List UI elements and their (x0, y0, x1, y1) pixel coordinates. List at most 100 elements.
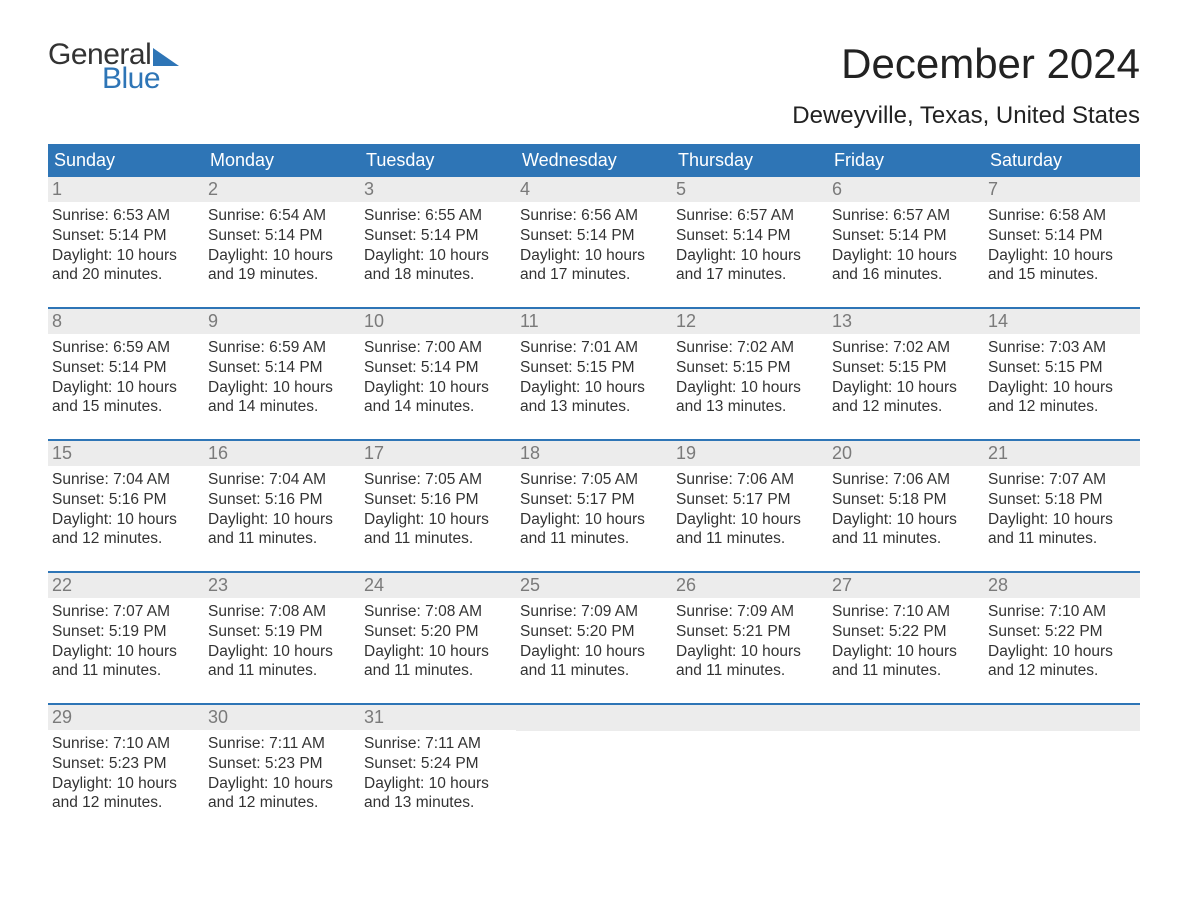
detail-line-d2: and 11 minutes. (988, 529, 1136, 549)
detail-line-d2: and 13 minutes. (520, 397, 668, 417)
calendar-cell: 26Sunrise: 7:09 AMSunset: 5:21 PMDayligh… (672, 573, 828, 691)
week-row: 22Sunrise: 7:07 AMSunset: 5:19 PMDayligh… (48, 571, 1140, 691)
detail-line-d2: and 13 minutes. (676, 397, 824, 417)
day-number: 25 (516, 573, 672, 598)
detail-line-sunset: Sunset: 5:15 PM (676, 358, 824, 378)
detail-line-d2: and 11 minutes. (208, 661, 356, 681)
detail-line-d2: and 14 minutes. (208, 397, 356, 417)
detail-line-d1: Daylight: 10 hours (988, 642, 1136, 662)
day-number-row: 5 (672, 177, 828, 202)
calendar-cell: 14Sunrise: 7:03 AMSunset: 5:15 PMDayligh… (984, 309, 1140, 427)
day-number-row: 2 (204, 177, 360, 202)
day-details: Sunrise: 6:59 AMSunset: 5:14 PMDaylight:… (48, 334, 204, 421)
day-details: Sunrise: 7:03 AMSunset: 5:15 PMDaylight:… (984, 334, 1140, 421)
detail-line-d2: and 20 minutes. (52, 265, 200, 285)
detail-line-d1: Daylight: 10 hours (52, 246, 200, 266)
calendar: SundayMondayTuesdayWednesdayThursdayFrid… (48, 144, 1140, 823)
day-number: 7 (984, 177, 1140, 202)
detail-line-sunrise: Sunrise: 7:10 AM (832, 602, 980, 622)
day-number-row: 29 (48, 705, 204, 730)
detail-line-sunset: Sunset: 5:19 PM (208, 622, 356, 642)
day-details: Sunrise: 7:00 AMSunset: 5:14 PMDaylight:… (360, 334, 516, 421)
day-details: Sunrise: 7:06 AMSunset: 5:18 PMDaylight:… (828, 466, 984, 553)
calendar-cell (672, 705, 828, 823)
detail-line-d2: and 12 minutes. (988, 397, 1136, 417)
day-number-row: 28 (984, 573, 1140, 598)
detail-line-d2: and 17 minutes. (676, 265, 824, 285)
detail-line-d2: and 11 minutes. (52, 661, 200, 681)
detail-line-d2: and 15 minutes. (52, 397, 200, 417)
detail-line-d2: and 11 minutes. (832, 661, 980, 681)
detail-line-sunrise: Sunrise: 7:05 AM (364, 470, 512, 490)
detail-line-sunset: Sunset: 5:16 PM (52, 490, 200, 510)
calendar-cell: 17Sunrise: 7:05 AMSunset: 5:16 PMDayligh… (360, 441, 516, 559)
day-number-row: 12 (672, 309, 828, 334)
day-number: 20 (828, 441, 984, 466)
detail-line-sunrise: Sunrise: 7:00 AM (364, 338, 512, 358)
detail-line-sunset: Sunset: 5:14 PM (364, 358, 512, 378)
detail-line-sunset: Sunset: 5:22 PM (832, 622, 980, 642)
day-header-row: SundayMondayTuesdayWednesdayThursdayFrid… (48, 144, 1140, 177)
detail-line-d2: and 17 minutes. (520, 265, 668, 285)
week-row: 29Sunrise: 7:10 AMSunset: 5:23 PMDayligh… (48, 703, 1140, 823)
logo: General Blue (48, 40, 179, 94)
detail-line-d1: Daylight: 10 hours (520, 510, 668, 530)
calendar-cell: 20Sunrise: 7:06 AMSunset: 5:18 PMDayligh… (828, 441, 984, 559)
detail-line-sunrise: Sunrise: 7:10 AM (988, 602, 1136, 622)
day-number: 19 (672, 441, 828, 466)
calendar-cell (516, 705, 672, 823)
calendar-cell: 22Sunrise: 7:07 AMSunset: 5:19 PMDayligh… (48, 573, 204, 691)
detail-line-d1: Daylight: 10 hours (676, 642, 824, 662)
week-row: 15Sunrise: 7:04 AMSunset: 5:16 PMDayligh… (48, 439, 1140, 559)
calendar-cell: 24Sunrise: 7:08 AMSunset: 5:20 PMDayligh… (360, 573, 516, 691)
day-number-row: 21 (984, 441, 1140, 466)
detail-line-d2: and 12 minutes. (52, 793, 200, 813)
detail-line-d2: and 11 minutes. (364, 529, 512, 549)
day-number: 11 (516, 309, 672, 334)
day-details: Sunrise: 7:09 AMSunset: 5:20 PMDaylight:… (516, 598, 672, 685)
day-number-row: 31 (360, 705, 516, 730)
detail-line-sunrise: Sunrise: 6:55 AM (364, 206, 512, 226)
day-number: 23 (204, 573, 360, 598)
day-number-row: 11 (516, 309, 672, 334)
detail-line-sunrise: Sunrise: 7:03 AM (988, 338, 1136, 358)
calendar-cell: 18Sunrise: 7:05 AMSunset: 5:17 PMDayligh… (516, 441, 672, 559)
day-number-row: 7 (984, 177, 1140, 202)
day-number-row: 9 (204, 309, 360, 334)
detail-line-d2: and 11 minutes. (832, 529, 980, 549)
day-details: Sunrise: 7:06 AMSunset: 5:17 PMDaylight:… (672, 466, 828, 553)
day-details: Sunrise: 7:02 AMSunset: 5:15 PMDaylight:… (672, 334, 828, 421)
day-header: Thursday (672, 144, 828, 177)
day-number-row: 25 (516, 573, 672, 598)
detail-line-sunset: Sunset: 5:16 PM (208, 490, 356, 510)
day-number-row: 27 (828, 573, 984, 598)
detail-line-sunrise: Sunrise: 7:06 AM (832, 470, 980, 490)
day-details: Sunrise: 7:07 AMSunset: 5:18 PMDaylight:… (984, 466, 1140, 553)
detail-line-sunset: Sunset: 5:20 PM (520, 622, 668, 642)
detail-line-sunset: Sunset: 5:23 PM (52, 754, 200, 774)
detail-line-sunset: Sunset: 5:17 PM (676, 490, 824, 510)
calendar-cell: 23Sunrise: 7:08 AMSunset: 5:19 PMDayligh… (204, 573, 360, 691)
calendar-cell: 1Sunrise: 6:53 AMSunset: 5:14 PMDaylight… (48, 177, 204, 295)
calendar-cell: 7Sunrise: 6:58 AMSunset: 5:14 PMDaylight… (984, 177, 1140, 295)
detail-line-d1: Daylight: 10 hours (208, 642, 356, 662)
detail-line-d1: Daylight: 10 hours (520, 642, 668, 662)
logo-triangle-icon (153, 48, 179, 66)
day-details: Sunrise: 7:05 AMSunset: 5:16 PMDaylight:… (360, 466, 516, 553)
day-number: 3 (360, 177, 516, 202)
day-number: 6 (828, 177, 984, 202)
calendar-cell: 28Sunrise: 7:10 AMSunset: 5:22 PMDayligh… (984, 573, 1140, 691)
calendar-cell (984, 705, 1140, 823)
detail-line-d2: and 16 minutes. (832, 265, 980, 285)
detail-line-d1: Daylight: 10 hours (676, 378, 824, 398)
detail-line-sunrise: Sunrise: 7:11 AM (364, 734, 512, 754)
day-details: Sunrise: 6:56 AMSunset: 5:14 PMDaylight:… (516, 202, 672, 289)
empty-day-strip (516, 705, 672, 731)
day-number: 8 (48, 309, 204, 334)
day-number: 15 (48, 441, 204, 466)
calendar-cell: 2Sunrise: 6:54 AMSunset: 5:14 PMDaylight… (204, 177, 360, 295)
calendar-cell: 4Sunrise: 6:56 AMSunset: 5:14 PMDaylight… (516, 177, 672, 295)
detail-line-d2: and 11 minutes. (208, 529, 356, 549)
day-number-row: 3 (360, 177, 516, 202)
detail-line-d1: Daylight: 10 hours (832, 378, 980, 398)
